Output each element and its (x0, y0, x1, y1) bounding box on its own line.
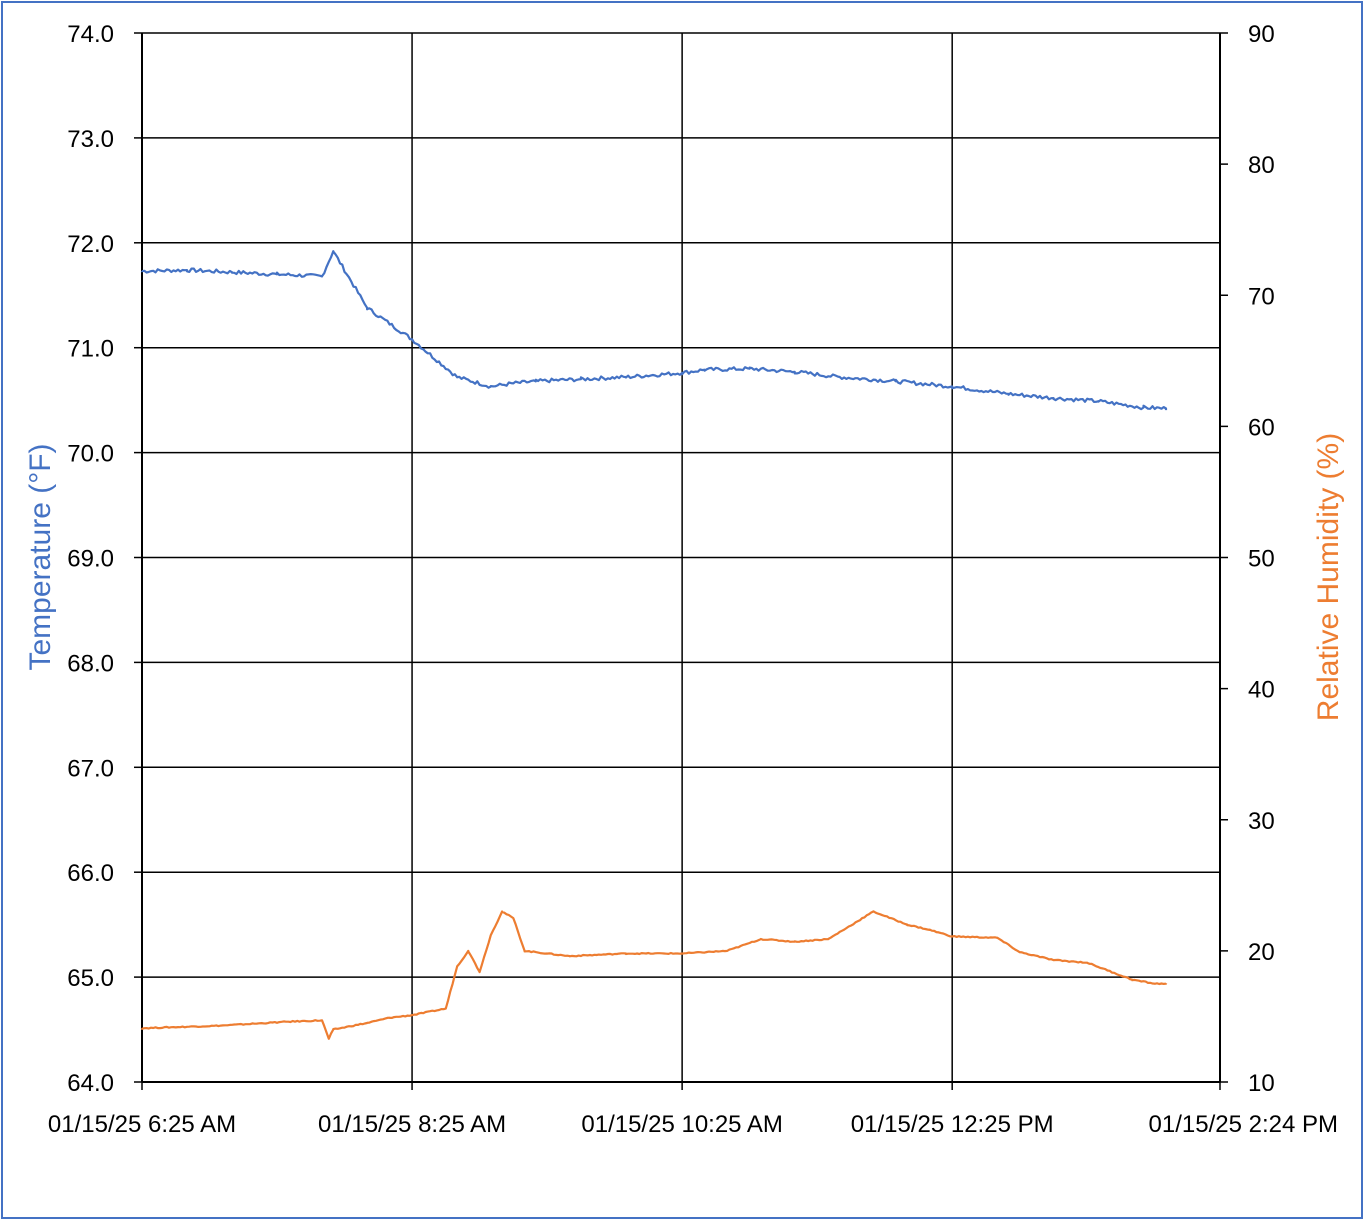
right-tick-label: 80 (1248, 152, 1275, 179)
left-axis-label: Temperature (°F) (24, 443, 57, 670)
x-tick-label: 01/15/25 10:25 AM (581, 1111, 783, 1138)
temperature-series-line (140, 250, 1168, 411)
right-tick-label: 10 (1248, 1070, 1275, 1097)
right-tick-label: 40 (1248, 677, 1275, 704)
left-tick-label: 74.0 (67, 21, 114, 48)
x-tick-label: 01/15/25 12:25 PM (851, 1111, 1054, 1138)
left-tick-label: 64.0 (67, 1070, 114, 1097)
right-axis-label: Relative Humidity (%) (1312, 433, 1345, 721)
left-tick-label: 71.0 (67, 336, 114, 363)
humidity-series-line (140, 910, 1168, 1040)
left-tick-label: 73.0 (67, 126, 114, 153)
right-tick-label: 60 (1248, 414, 1275, 441)
x-tick-label: 01/15/25 2:24 PM (1149, 1111, 1338, 1138)
left-tick-label: 66.0 (67, 860, 114, 887)
right-tick-label: 30 (1248, 808, 1275, 835)
left-tick-label: 65.0 (67, 965, 114, 992)
left-tick-label: 67.0 (67, 755, 114, 782)
x-tick-label: 01/15/25 6:25 AM (48, 1111, 236, 1138)
axes (134, 32, 1228, 1090)
gridlines (141, 32, 1221, 1083)
left-tick-label: 68.0 (67, 650, 114, 677)
right-tick-label: 20 (1248, 939, 1275, 966)
right-tick-label: 70 (1248, 283, 1275, 310)
left-tick-label: 72.0 (67, 231, 114, 258)
x-tick-label: 01/15/25 8:25 AM (318, 1111, 506, 1138)
left-tick-label: 69.0 (67, 546, 114, 573)
tick-labels: 64.0 65.0 66.0 67.0 68.0 69.0 70.0 71.0 72.0 73.0… (48, 21, 1338, 1138)
left-tick-label: 70.0 (67, 441, 114, 468)
right-tick-label: 50 (1248, 546, 1275, 573)
right-tick-label: 90 (1248, 21, 1275, 48)
series-lines (140, 250, 1168, 1040)
